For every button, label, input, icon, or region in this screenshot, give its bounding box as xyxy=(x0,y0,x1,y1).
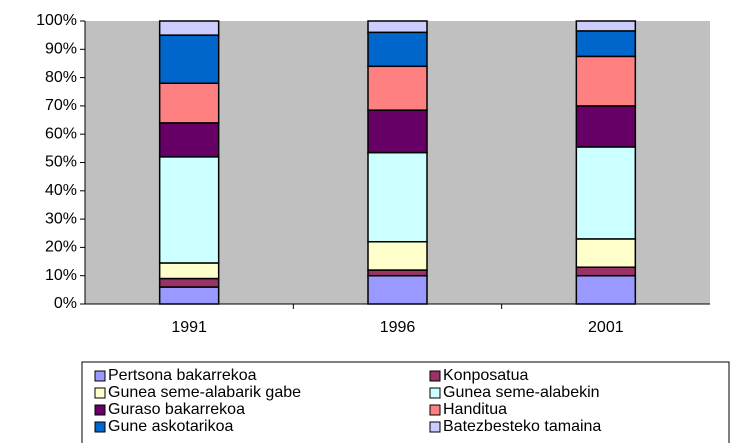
legend-label: Guraso bakarrekoa xyxy=(108,401,245,418)
legend-swatch xyxy=(429,404,441,416)
x-tick-label: 1996 xyxy=(380,319,416,336)
y-tick-label: 70% xyxy=(45,97,77,114)
x-tick-label: 2001 xyxy=(588,319,624,336)
bar-segment xyxy=(575,274,637,305)
bar-segment xyxy=(158,82,220,124)
bar-segment xyxy=(158,277,220,288)
bar-segment xyxy=(158,20,220,36)
y-tick-label: 80% xyxy=(45,69,77,86)
bar-segment xyxy=(367,20,428,34)
legend-swatch xyxy=(94,370,106,382)
bar-segment xyxy=(575,238,637,268)
bar-segment xyxy=(367,240,428,271)
legend-label: Batezbesteko tamaina xyxy=(443,418,601,435)
y-tick-label: 0% xyxy=(54,295,77,312)
legend-swatch xyxy=(429,387,441,399)
legend-label: Pertsona bakarrekoa xyxy=(108,367,257,384)
bar-segment xyxy=(575,266,637,277)
y-tick-label: 40% xyxy=(45,182,77,199)
legend-box xyxy=(81,361,730,443)
legend-label: Handitua xyxy=(443,401,507,418)
y-tick-label: 30% xyxy=(45,210,77,227)
y-tick-label: 100% xyxy=(36,12,77,29)
legend-label: Gune askotarikoa xyxy=(108,418,234,435)
bar-segment xyxy=(158,262,220,280)
legend-swatch xyxy=(429,421,441,433)
bar-segment xyxy=(575,55,637,107)
legend-swatch xyxy=(94,421,106,433)
bar-segment xyxy=(367,151,428,243)
legend-label: Konposatua xyxy=(443,367,529,384)
y-tick-label: 50% xyxy=(45,154,77,171)
bar-segment xyxy=(367,274,428,305)
legend-swatch xyxy=(429,370,441,382)
bar-segment xyxy=(158,34,220,85)
y-tick-label: 60% xyxy=(45,125,77,142)
bar-segment xyxy=(158,156,220,264)
bar-segment xyxy=(575,20,637,32)
y-tick-label: 90% xyxy=(45,41,77,58)
bar-segment xyxy=(367,269,428,277)
bar-segment xyxy=(575,30,637,58)
bar-segment xyxy=(367,65,428,111)
legend-label: Gunea seme-alabekin xyxy=(443,384,600,401)
bar-segment xyxy=(575,105,637,148)
legend-swatch xyxy=(94,387,106,399)
bar-segment xyxy=(158,122,220,158)
bar-segment xyxy=(367,109,428,154)
x-tick-label: 1991 xyxy=(171,319,207,336)
legend-swatch xyxy=(94,404,106,416)
y-tick-label: 10% xyxy=(45,267,77,284)
bar-segment xyxy=(158,286,220,305)
bar-segment xyxy=(575,146,637,240)
legend-label: Gunea seme-alabarik gabe xyxy=(108,384,301,401)
y-tick-label: 20% xyxy=(45,239,77,256)
bar-segment xyxy=(367,31,428,68)
